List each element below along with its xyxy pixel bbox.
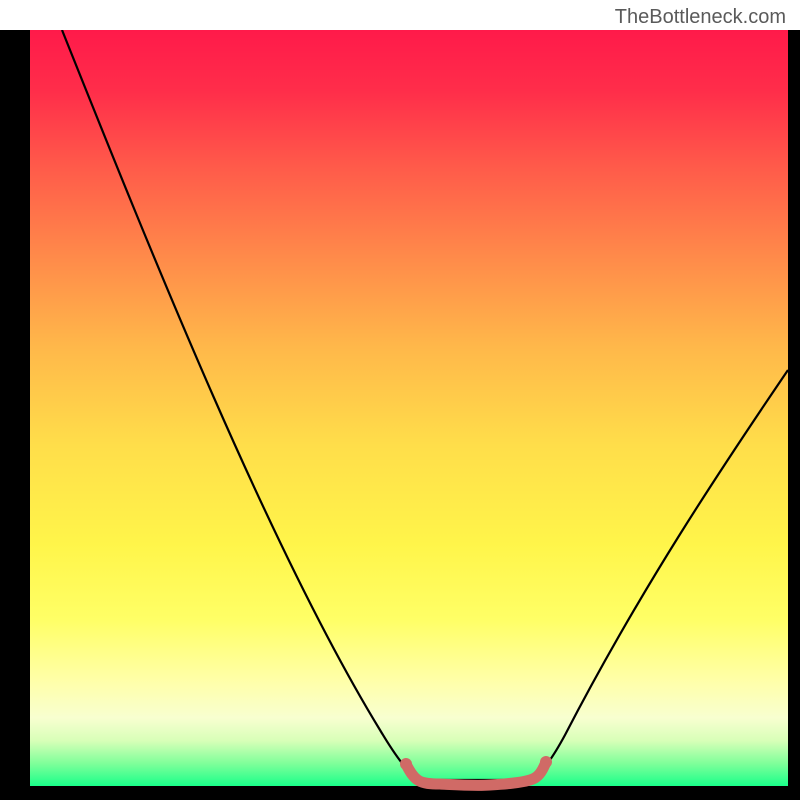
chart-container: TheBottleneck.com (0, 0, 800, 800)
watermark-text: TheBottleneck.com (615, 6, 786, 29)
chart-area (0, 30, 800, 800)
bottleneck-chart (0, 30, 800, 800)
marker-endpoint (540, 756, 552, 768)
marker-endpoint (400, 758, 412, 770)
